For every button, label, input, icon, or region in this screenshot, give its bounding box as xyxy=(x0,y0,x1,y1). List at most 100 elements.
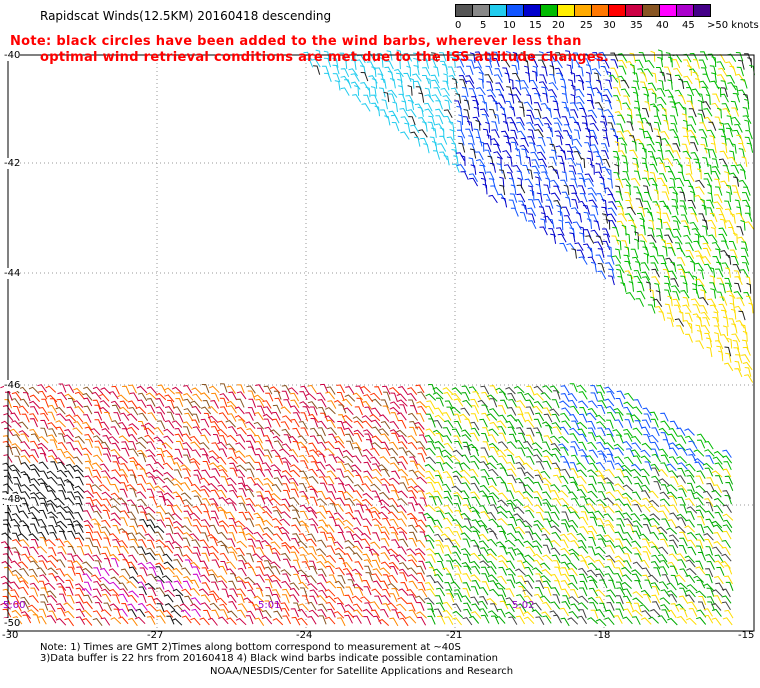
wind-barb xyxy=(514,506,525,514)
wind-barb xyxy=(244,581,254,590)
wind-barb xyxy=(573,121,582,132)
wind-barb xyxy=(694,461,704,471)
wind-barb xyxy=(622,595,632,605)
wind-barb xyxy=(128,576,140,584)
wind-barb xyxy=(565,50,572,61)
wind-barb xyxy=(92,618,103,627)
wind-barb xyxy=(529,79,539,89)
wind-barb xyxy=(391,587,400,597)
wind-barb xyxy=(527,185,534,196)
wind-barb xyxy=(641,147,647,159)
wind-barb xyxy=(64,393,76,401)
wind-barb xyxy=(524,419,535,428)
wind-barb xyxy=(564,221,574,231)
wind-barb xyxy=(324,589,336,597)
wind-barb xyxy=(460,407,471,416)
wind-barb xyxy=(706,560,715,570)
wind-barb xyxy=(668,442,680,450)
wind-barb xyxy=(262,505,273,514)
wind-barb xyxy=(669,177,676,189)
wind-barb xyxy=(703,608,713,617)
wind-barb xyxy=(11,595,21,605)
wind-barb xyxy=(623,254,631,265)
wind-barb xyxy=(414,421,425,430)
wind-barb xyxy=(660,538,669,548)
wind-barb xyxy=(131,504,139,514)
wind-barb xyxy=(76,566,86,576)
wind-barb xyxy=(667,484,678,492)
wind-barb xyxy=(414,485,425,493)
wind-barb xyxy=(724,208,734,218)
wind-barb xyxy=(227,456,238,465)
wind-barb xyxy=(281,443,293,452)
wind-barb xyxy=(452,519,462,528)
wind-barb xyxy=(694,78,701,89)
wind-barb xyxy=(336,587,345,597)
wind-barb xyxy=(112,545,122,555)
wind-barb xyxy=(663,119,670,131)
wind-barb xyxy=(496,541,507,549)
wind-barb xyxy=(202,399,211,409)
wind-barb xyxy=(649,242,658,252)
wind-barb xyxy=(397,498,408,506)
wind-barb xyxy=(585,555,596,564)
wind-barb xyxy=(541,171,550,181)
wind-barb xyxy=(670,115,678,125)
wind-barb xyxy=(118,435,130,443)
wind-barb xyxy=(669,539,679,549)
wind-barb xyxy=(352,603,363,612)
wind-barb xyxy=(210,421,221,430)
wind-barb xyxy=(538,158,548,168)
wind-barb xyxy=(201,532,209,542)
wind-barb xyxy=(47,434,58,443)
wind-barb xyxy=(731,323,738,334)
wind-barb xyxy=(91,391,102,400)
wind-barb xyxy=(443,504,454,514)
wind-barb xyxy=(153,525,165,533)
wind-barb xyxy=(156,519,167,528)
wind-barb xyxy=(407,442,418,451)
wind-barb xyxy=(175,495,185,505)
wind-barb xyxy=(603,513,614,522)
wind-barb xyxy=(216,575,228,584)
wind-barb xyxy=(426,574,436,584)
wind-barb xyxy=(529,142,537,152)
wind-barb xyxy=(623,553,632,563)
wind-barb xyxy=(642,177,651,187)
wind-barb xyxy=(307,552,318,561)
wind-barb xyxy=(522,462,533,471)
wind-barb xyxy=(299,454,309,464)
wind-barb xyxy=(18,421,29,430)
wind-barb xyxy=(183,545,194,554)
wind-barb xyxy=(720,80,728,91)
wind-barb xyxy=(714,575,724,585)
wind-barb xyxy=(528,213,536,223)
wind-barb xyxy=(642,86,650,97)
wind-barb xyxy=(200,434,210,444)
wind-barb xyxy=(354,406,363,416)
wind-barb xyxy=(146,547,157,556)
wind-barb xyxy=(5,445,14,456)
wind-barb xyxy=(444,526,455,536)
wind-barb xyxy=(580,560,590,569)
wind-barb xyxy=(469,148,477,159)
wind-barb xyxy=(473,59,482,69)
wind-barb xyxy=(84,433,94,443)
wind-barb xyxy=(612,227,620,237)
wind-barb xyxy=(630,224,637,236)
wind-barbs xyxy=(0,49,755,627)
wind-barb xyxy=(75,476,84,486)
wind-barb xyxy=(610,128,618,139)
wind-barb xyxy=(720,93,729,103)
wind-barb xyxy=(655,157,665,166)
wind-barb xyxy=(290,482,299,492)
wind-barb xyxy=(444,512,455,521)
wind-barb xyxy=(479,484,491,493)
wind-barb xyxy=(179,603,191,611)
wind-barb xyxy=(479,596,489,605)
wind-barb xyxy=(568,611,579,619)
legend-label: >50 knots xyxy=(707,20,759,31)
wind-barb xyxy=(519,212,528,222)
wind-barb xyxy=(515,461,526,470)
wind-barb xyxy=(597,504,607,513)
